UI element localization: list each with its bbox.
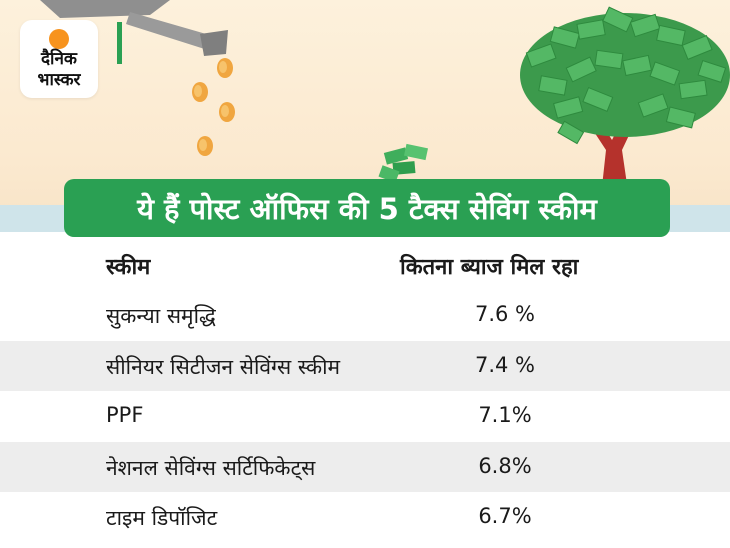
logo-line1: दैनिक: [41, 49, 77, 69]
money-tree-icon: [520, 6, 730, 205]
table-row: नेशनल सेविंग्स सर्टिफिकेट्स 6.8%: [0, 441, 730, 492]
table-header: स्कीम कितना ब्याज मिल रहा: [0, 237, 730, 290]
scheme-name: टाइम डिपॉजिट: [106, 506, 218, 530]
scheme-name: सुकन्या समृद्धि: [106, 304, 216, 328]
interest-rate: 7.4 %: [474, 352, 536, 377]
interest-rate: 6.7%: [478, 504, 532, 528]
schemes-table: स्कीम कितना ब्याज मिल रहा सुकन्या समृद्ध…: [0, 237, 730, 543]
dainik-bhaskar-logo: दैनिक भास्कर: [20, 20, 98, 98]
header-scheme: स्कीम: [106, 255, 151, 280]
money-plant-icon: [378, 143, 429, 183]
table-row: PPF 7.1%: [0, 391, 730, 442]
scheme-name: सीनियर सिटीजन सेविंग्स स्कीम: [106, 354, 341, 379]
header-interest-rate: कितना ब्याज मिल रहा: [400, 255, 579, 280]
scheme-name: PPF: [106, 403, 144, 427]
interest-rate: 6.8%: [478, 453, 532, 478]
watering-can-icon: [40, 0, 228, 64]
table-row: टाइम डिपॉजिट 6.7%: [0, 492, 730, 543]
coin-icon: [192, 58, 235, 156]
title-banner: ये हैं पोस्ट ऑफिस की 5 टैक्स सेविंग स्की…: [64, 179, 670, 237]
logo-sun-icon: [49, 29, 69, 49]
table-row: सीनियर सिटीजन सेविंग्स स्कीम 7.4 %: [0, 340, 730, 391]
scheme-name: नेशनल सेविंग्स सर्टिफिकेट्स: [106, 455, 316, 480]
table-row: सुकन्या समृद्धि 7.6 %: [0, 290, 730, 341]
interest-rate: 7.1%: [478, 403, 532, 427]
logo-line2: भास्कर: [37, 70, 81, 90]
page-title: ये हैं पोस्ट ऑफिस की 5 टैक्स सेविंग स्की…: [137, 191, 597, 226]
interest-rate: 7.6 %: [474, 302, 536, 326]
